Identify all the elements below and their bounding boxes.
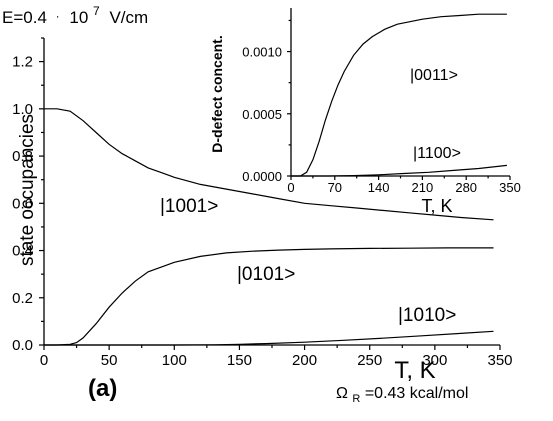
main-x-tick-label: 350	[487, 352, 512, 369]
field-unit: V/cm	[109, 8, 148, 27]
inset-x-tick-label: 0	[287, 180, 294, 195]
field-dot: ·	[56, 9, 60, 23]
inset-x-tick-label: 70	[328, 180, 342, 195]
field-strength-label: E=0.4 · 10 7 V/cm	[2, 0, 148, 27]
inset-x-axis-label: T, K	[421, 196, 452, 216]
inset-x-tick-label: 280	[455, 180, 477, 195]
main-y-tick-label: 1.2	[12, 54, 33, 71]
inset-series-line	[291, 164, 507, 177]
main-x-tick-label: 100	[162, 352, 187, 369]
main-y-tick-label: 0.4	[12, 243, 33, 260]
omega-annotation: Ω R =0.43 kcal/mol	[336, 385, 468, 406]
inset-series-label: |1100>	[413, 145, 461, 162]
main-y-tick-label: 0.0	[12, 337, 33, 354]
omega-subscript: R	[352, 393, 360, 405]
main-series-line	[44, 330, 494, 346]
field-mantissa: 10	[69, 8, 88, 27]
inset-x-tick-label: 350	[499, 180, 521, 195]
main-x-tick-label: 150	[227, 352, 252, 369]
field-exponent: 7	[93, 4, 100, 18]
main-x-tick-label: 50	[101, 352, 118, 369]
panel-label: (a)	[88, 375, 117, 402]
omega-symbol: Ω	[336, 385, 348, 402]
main-y-tick-label: 0.8	[12, 148, 33, 165]
main-x-tick-label: 0	[40, 352, 48, 369]
inset-y-tick-label: 0.0000	[242, 169, 282, 184]
inset-x-tick-label: 210	[412, 180, 434, 195]
main-series-label: |1001>	[160, 196, 218, 217]
main-x-tick-label: 200	[292, 352, 317, 369]
main-x-tick-label: 300	[422, 352, 447, 369]
main-x-axis-label: T, K	[394, 357, 435, 384]
main-x-tick-label: 250	[357, 352, 382, 369]
inset-y-tick-label: 0.0005	[242, 107, 282, 122]
main-y-tick-label: 0.6	[12, 195, 33, 212]
inset-series-line	[291, 13, 507, 177]
inset-y-axis-label: D-defect concent.	[209, 35, 225, 152]
main-y-axis-label: state occupancies	[17, 114, 38, 266]
main-series-line	[44, 108, 494, 221]
inset-x-tick-label: 140	[368, 180, 390, 195]
main-series-label: |1010>	[398, 305, 456, 326]
main-series-label: |0101>	[237, 264, 295, 285]
main-series-line	[44, 247, 494, 346]
inset-series-label: |0011>	[410, 67, 458, 84]
field-prefix: E=0.4	[2, 8, 47, 27]
omega-value: =0.43 kcal/mol	[365, 385, 469, 402]
main-y-tick-label: 0.2	[12, 290, 33, 307]
main-y-tick-label: 1.0	[12, 101, 33, 118]
main-chart: 0 50 100 150 200 250 300 350 0.0 0.2 0.4 0.6 0.8 1.0 1…	[12, 37, 513, 384]
inset-chart: 0 70 140 210 280 350 0.0000 0.0005 0.0010 T, K D-d…	[209, 8, 521, 216]
inset-background	[291, 8, 510, 176]
inset-y-tick-label: 0.0010	[242, 45, 282, 60]
